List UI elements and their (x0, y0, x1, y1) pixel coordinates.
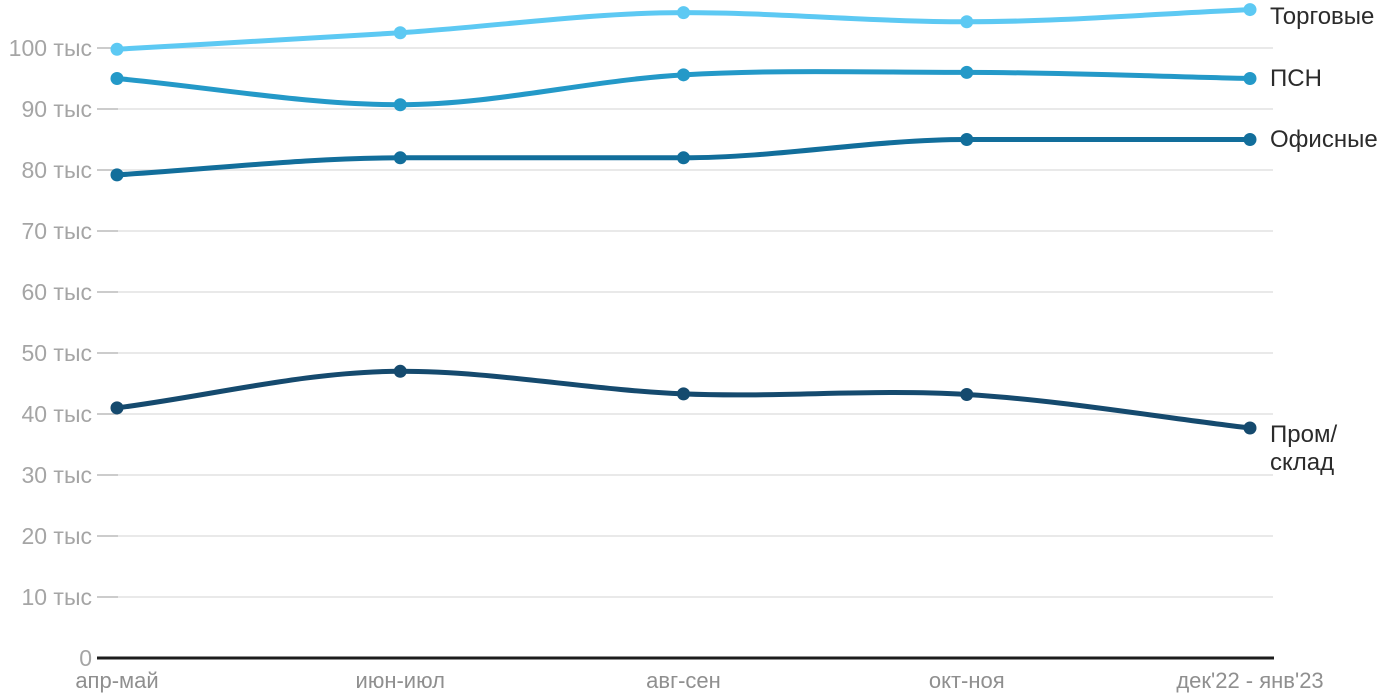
y-axis-label-100: 100 тыс (8, 35, 92, 61)
data-point-torgovye-1[interactable] (393, 26, 407, 40)
y-axis-label-80: 80 тыс (21, 157, 92, 183)
y-axis-label-20: 20 тыс (21, 523, 92, 549)
data-point-torgovye-0[interactable] (110, 42, 124, 56)
data-point-psn-4[interactable] (1243, 72, 1257, 85)
series-label-line-ofisnye-0: Офисные (1270, 125, 1378, 153)
data-point-ofisnye-1[interactable] (393, 151, 407, 165)
data-point-ofisnye-2[interactable] (677, 151, 690, 165)
x-axis-label-0: апр-май (75, 668, 159, 693)
data-point-prom-sklad-2[interactable] (677, 387, 690, 401)
y-axis-label-90: 90 тыс (21, 96, 92, 122)
y-axis-label-30: 30 тыс (21, 462, 92, 488)
data-point-prom-sklad-4[interactable] (1243, 421, 1257, 435)
data-point-torgovye-4[interactable] (1243, 3, 1257, 17)
series-label-prom-sklad: Пром/склад (1270, 421, 1337, 477)
y-axis-label-60: 60 тыс (21, 279, 92, 305)
data-point-prom-sklad-3[interactable] (960, 387, 974, 401)
data-point-psn-1[interactable] (393, 98, 407, 112)
data-point-torgovye-2[interactable] (677, 6, 690, 20)
y-axis-label-0: 0 (79, 645, 92, 671)
series-label-line-torgovye-0: Торговые (1270, 3, 1375, 30)
y-axis-label-50: 50 тыс (21, 340, 92, 366)
x-axis-label-3: окт-ноя (928, 668, 1005, 693)
y-axis-label-70: 70 тыс (21, 218, 92, 244)
series-label-line-prom-sklad-1: склад (1270, 449, 1335, 477)
y-axis-label-10: 10 тыс (21, 584, 92, 610)
x-axis-label-1: июн-июл (355, 668, 445, 693)
series-label-line-prom-sklad-0: Пром/ (1270, 421, 1338, 449)
series-label-ofisnye: Офисные (1270, 126, 1378, 154)
data-point-prom-sklad-0[interactable] (110, 401, 124, 415)
x-axis-label-4: дек'22 - янв'23 (1176, 668, 1324, 693)
data-point-ofisnye-0[interactable] (110, 168, 124, 182)
series-label-line-psn-0: ПСН (1270, 64, 1322, 92)
data-point-psn-0[interactable] (110, 72, 124, 85)
series-label-torgovye: Торговые (1270, 3, 1374, 31)
data-point-ofisnye-3[interactable] (960, 133, 974, 146)
series-label-psn: ПСН (1270, 65, 1322, 93)
x-axis-label-2: авг-сен (646, 668, 721, 693)
data-point-prom-sklad-1[interactable] (393, 364, 407, 378)
data-point-ofisnye-4[interactable] (1243, 133, 1257, 146)
data-point-psn-3[interactable] (960, 65, 974, 79)
data-point-torgovye-3[interactable] (960, 15, 974, 29)
data-point-psn-2[interactable] (677, 68, 690, 82)
y-axis-label-40: 40 тыс (21, 401, 92, 427)
